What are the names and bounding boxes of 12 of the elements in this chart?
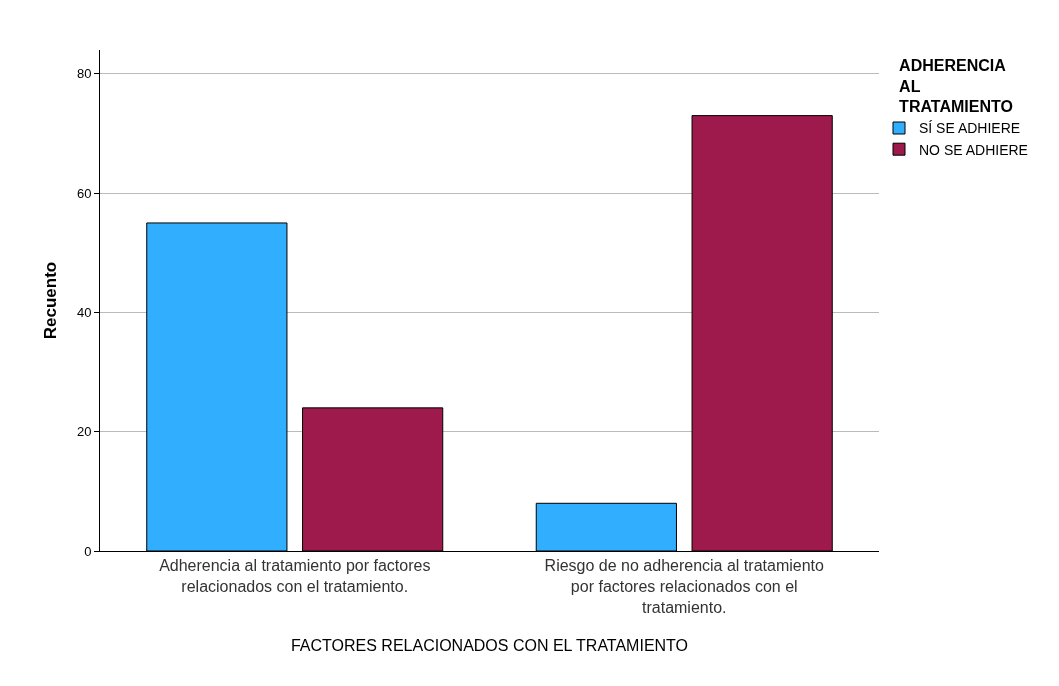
x-tick-label: Riesgo de no adherencia al tratamiento por factores relacionados con el tratamiento.	[544, 557, 824, 616]
x-tick-label: Adherencia al tratamiento por factores relacionados con el tratamiento.	[159, 557, 431, 595]
y-tick-label: 40	[76, 304, 92, 320]
legend-title: ADHERENCIA AL TRATAMIENTO	[899, 56, 1013, 116]
x-axis-title: FACTORES RELACIONADOS CON EL TRATAMIENTO	[290, 637, 689, 655]
y-tick-label: 80	[76, 66, 92, 82]
legend-label: NO SE ADHIERE	[919, 141, 1028, 158]
y-axis-title: Recuento	[41, 261, 60, 340]
y-tick-label: 20	[76, 424, 92, 440]
y-tick-label: 0	[84, 543, 92, 559]
legend-label: SÍ SE ADHIERE	[919, 120, 1021, 137]
y-tick-label: 60	[76, 185, 92, 201]
